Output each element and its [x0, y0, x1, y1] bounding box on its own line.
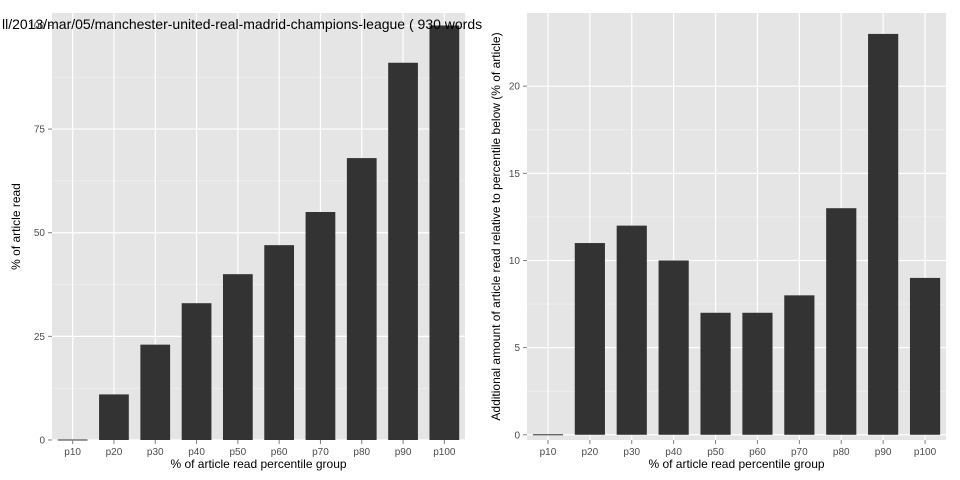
bar-p80 [826, 208, 857, 435]
y-tick-label: 20 [509, 82, 521, 93]
x-tick-label: p80 [353, 447, 370, 458]
bar-p60 [742, 312, 773, 435]
y-tick-label: 50 [34, 228, 46, 239]
right-x-ticks: p10 p20 p30 p40 p50 p60 p70 p80 p90 p100 [540, 440, 937, 458]
right-x-axis-label: % of article read percentile group [648, 457, 824, 471]
x-tick-label: p70 [312, 447, 329, 458]
bar-p30 [616, 225, 647, 435]
x-tick-label: p70 [791, 447, 808, 458]
x-tick-label: p10 [540, 447, 557, 458]
x-tick-label: p60 [749, 447, 766, 458]
x-tick-label: p100 [433, 447, 456, 458]
bar-p40 [181, 303, 212, 440]
x-tick-label: p10 [64, 447, 81, 458]
bar-p70 [305, 211, 336, 440]
right-y-ticks: 0 5 10 15 20 [509, 82, 527, 441]
bar-p100 [429, 25, 460, 441]
right-chart: 0 5 10 15 20 p10 p20 p30 p40 p50 p60 p70 p80 p90 p100… [489, 13, 946, 471]
bar-p20 [99, 394, 129, 440]
bar-p30 [140, 344, 171, 440]
y-tick-label: 0 [39, 436, 45, 447]
bar-p50 [222, 274, 253, 440]
left-bars [57, 25, 460, 441]
x-tick-label: p60 [271, 447, 288, 458]
left-x-axis-label: % of article read percentile group [170, 457, 346, 471]
bar-p70 [784, 295, 815, 435]
y-tick-label: 75 [34, 125, 46, 136]
left-y-axis-label: % of article read [9, 183, 23, 270]
x-tick-label: p90 [875, 447, 892, 458]
bar-p90 [868, 33, 899, 435]
x-tick-label: p50 [230, 447, 247, 458]
y-tick-label: 15 [509, 169, 521, 180]
bar-p10 [532, 434, 564, 436]
x-tick-label: p80 [833, 447, 850, 458]
x-tick-label: p20 [582, 447, 599, 458]
bar-p20 [574, 243, 605, 435]
y-tick-label: 25 [34, 332, 46, 343]
x-tick-label: p30 [147, 447, 164, 458]
x-tick-label: p30 [623, 447, 640, 458]
x-tick-label: p40 [188, 447, 205, 458]
bar-p80 [346, 158, 377, 440]
right-bars [532, 33, 941, 436]
y-tick-label: 0 [514, 430, 520, 441]
y-tick-label: 5 [514, 343, 520, 354]
bar-p60 [264, 245, 295, 440]
left-x-ticks: p10 p20 p30 p40 p50 p60 p70 p80 p90 p100 [64, 440, 456, 458]
x-tick-label: p40 [665, 447, 682, 458]
left-chart-title: ll/2013/mar/05/manchester-united-real-ma… [2, 16, 482, 32]
bar-p100 [909, 277, 941, 435]
right-y-axis-label: Additional amount of article read relati… [489, 32, 503, 420]
bar-p40 [658, 260, 689, 435]
y-tick-label: 100 [28, 21, 45, 32]
x-tick-label: p90 [395, 447, 412, 458]
x-tick-label: p100 [914, 447, 937, 458]
left-y-ticks: 0 25 50 75 100 [28, 21, 52, 447]
y-tick-label: 10 [509, 256, 521, 267]
x-tick-label: p20 [106, 447, 123, 458]
x-tick-label: p50 [707, 447, 724, 458]
bar-p90 [388, 62, 418, 441]
bar-p50 [700, 312, 731, 435]
